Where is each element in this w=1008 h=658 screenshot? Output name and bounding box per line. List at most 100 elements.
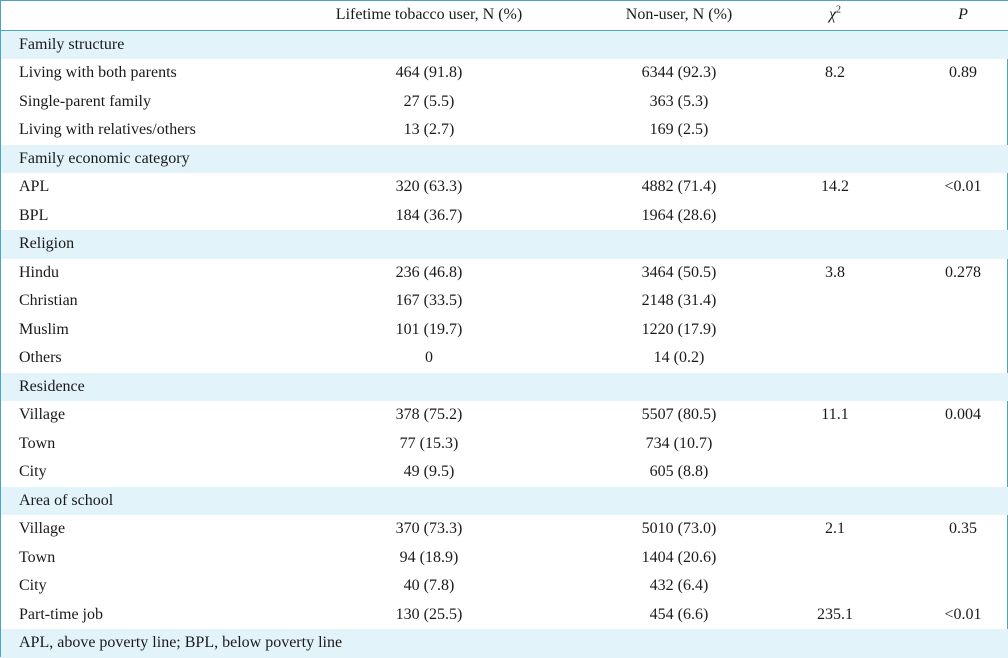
table-row: Village 370 (73.3) 5010 (73.0) 2.1 0.35 <box>1 515 1008 544</box>
table-footer: APL, above poverty line; BPL, below pove… <box>1 629 1008 658</box>
cell-p-value <box>901 572 1008 601</box>
header-tobacco-user: Lifetime tobacco user, N (%) <box>269 1 589 31</box>
row-label: Town <box>19 434 56 452</box>
cell-p-value <box>901 344 1008 373</box>
cell-p-value: <0.01 <box>944 605 982 623</box>
row-label: Muslim <box>19 320 69 338</box>
table-row: Muslim 101 (19.7) 1220 (17.9) <box>1 316 1008 345</box>
table-row: Town 94 (18.9) 1404 (20.6) <box>1 544 1008 573</box>
cell-chi-square <box>769 202 901 231</box>
table-row: Town 77 (15.3) 734 (10.7) <box>1 430 1008 459</box>
cell-tobacco-user: 49 (9.5) <box>403 463 455 481</box>
table-row: Others 0 14 (0.2) <box>1 344 1008 373</box>
cell-tobacco-user: 236 (46.8) <box>395 263 463 281</box>
cell-chi-square <box>769 316 901 345</box>
cell-non-user: 734 (10.7) <box>645 434 713 452</box>
header-variable <box>1 1 269 31</box>
group-header-row: Residence <box>1 372 1008 401</box>
header-row: Lifetime tobacco user, N (%) Non-user, N… <box>1 1 1008 31</box>
cell-tobacco-user: 101 (19.7) <box>395 320 463 338</box>
chi-symbol: χ <box>828 6 837 24</box>
footnote-row: APL, above poverty line; BPL, below pove… <box>1 629 1008 658</box>
cell-chi-square <box>769 572 901 601</box>
cell-chi-square <box>769 458 901 487</box>
cell-non-user: 605 (8.8) <box>649 463 709 481</box>
row-label: Single-parent family <box>19 92 151 110</box>
table-row: APL 320 (63.3) 4882 (71.4) 14.2 <0.01 <box>1 173 1008 202</box>
row-label: Village <box>19 520 66 538</box>
table-row: City 49 (9.5) 605 (8.8) <box>1 458 1008 487</box>
table-row: Part-time job 130 (25.5) 454 (6.6) 235.1 <0.… <box>1 601 1008 630</box>
cell-chi-square: 3.8 <box>825 263 845 281</box>
cell-p-value: <0.01 <box>944 178 982 196</box>
group-header-row: Family structure <box>1 30 1008 59</box>
cell-tobacco-user: 40 (7.8) <box>403 577 455 595</box>
group-header-row: Religion <box>1 230 1008 259</box>
cell-tobacco-user: 184 (36.7) <box>395 206 463 224</box>
cell-p-value: 0.89 <box>949 64 977 82</box>
cell-chi-square <box>769 344 901 373</box>
group-header-row: Area of school <box>1 486 1008 515</box>
table-header: Lifetime tobacco user, N (%) Non-user, N… <box>1 1 1008 31</box>
table-body: Family structure Living with both parents… <box>1 30 1008 629</box>
cell-chi-square <box>769 116 901 145</box>
cell-non-user: 1404 (20.6) <box>641 548 717 566</box>
header-chi-square: χ2 <box>769 1 901 31</box>
cell-non-user: 363 (5.3) <box>649 92 709 110</box>
table-row: City 40 (7.8) 432 (6.4) <box>1 572 1008 601</box>
row-label: City <box>19 463 47 481</box>
cell-tobacco-user: 130 (25.5) <box>395 605 463 623</box>
cell-tobacco-user: 13 (2.7) <box>403 121 455 139</box>
cell-chi-square <box>769 544 901 573</box>
cell-tobacco-user: 370 (73.3) <box>395 520 463 538</box>
cell-p-value <box>901 88 1008 117</box>
cell-tobacco-user: 77 (15.3) <box>399 434 459 452</box>
cell-p-value: 0.278 <box>945 263 981 281</box>
group-label: Residence <box>19 377 85 395</box>
header-non-user: Non-user, N (%) <box>589 1 769 31</box>
cell-tobacco-user: 94 (18.9) <box>399 548 459 566</box>
cell-tobacco-user: 0 <box>425 349 433 367</box>
group-label: Religion <box>19 235 75 253</box>
cell-non-user: 14 (0.2) <box>653 349 705 367</box>
cell-chi-square <box>769 88 901 117</box>
cell-p-value <box>901 116 1008 145</box>
cell-p-value <box>901 430 1008 459</box>
group-header-row: Family economic category <box>1 144 1008 173</box>
group-label: Area of school <box>19 491 114 509</box>
cell-chi-square <box>769 287 901 316</box>
cell-tobacco-user: 464 (91.8) <box>395 64 463 82</box>
cell-chi-square: 2.1 <box>825 520 845 538</box>
table-row: Village 378 (75.2) 5507 (80.5) 11.1 0.004 <box>1 401 1008 430</box>
row-label: APL <box>19 178 50 196</box>
cell-non-user: 2148 (31.4) <box>641 292 717 310</box>
row-label: Living with relatives/others <box>19 121 196 139</box>
header-p-value: P <box>901 1 1008 31</box>
cell-non-user: 5010 (73.0) <box>641 520 717 538</box>
table-row: Single-parent family 27 (5.5) 363 (5.3) <box>1 88 1008 117</box>
row-label: Hindu <box>19 263 59 281</box>
row-label: Village <box>19 406 66 424</box>
row-label: City <box>19 577 47 595</box>
cell-non-user: 432 (6.4) <box>649 577 709 595</box>
row-label: Others <box>19 349 62 367</box>
cell-p-value <box>901 287 1008 316</box>
cell-non-user: 1220 (17.9) <box>641 320 717 338</box>
row-label: Part-time job <box>19 605 103 623</box>
cell-p-value <box>901 202 1008 231</box>
table-row: Christian 167 (33.5) 2148 (31.4) <box>1 287 1008 316</box>
cell-chi-square: 14.2 <box>821 178 849 196</box>
cell-non-user: 169 (2.5) <box>649 121 709 139</box>
cell-non-user: 1964 (28.6) <box>641 206 717 224</box>
group-label: Family economic category <box>19 149 190 167</box>
cell-chi-square: 8.2 <box>825 64 845 82</box>
cell-chi-square <box>769 430 901 459</box>
cell-tobacco-user: 27 (5.5) <box>403 92 455 110</box>
table-row: Living with both parents 464 (91.8) 6344 (… <box>1 59 1008 88</box>
footnote: APL, above poverty line; BPL, below pove… <box>19 634 343 652</box>
table-row: BPL 184 (36.7) 1964 (28.6) <box>1 202 1008 231</box>
row-label: Living with both parents <box>19 64 177 82</box>
row-label: Christian <box>19 292 78 310</box>
